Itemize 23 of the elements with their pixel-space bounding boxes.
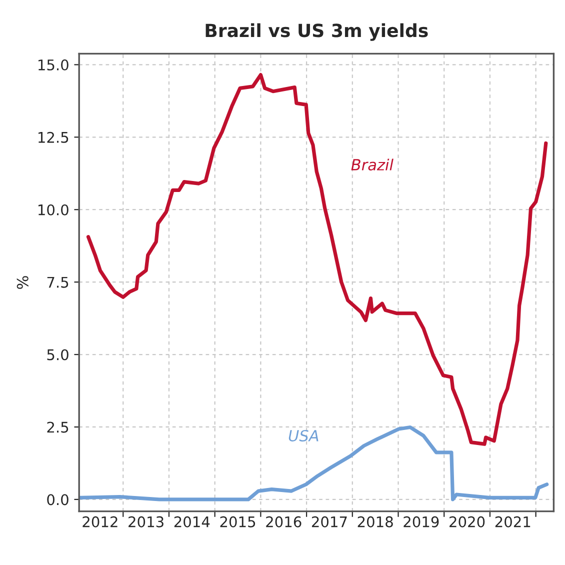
x-tick-label: 2013 <box>128 516 164 528</box>
y-tick-label: 0.0 <box>47 494 68 506</box>
y-tick-label: 7.5 <box>47 276 68 288</box>
x-tick-label: 2020 <box>450 516 485 528</box>
x-tick-label: 2021 <box>495 516 530 528</box>
x-tick-label: 2015 <box>220 516 256 528</box>
y-tick-label: 2.5 <box>47 422 68 433</box>
x-tick-label: 2016 <box>266 516 302 528</box>
y-tick-label: 12.5 <box>38 132 68 143</box>
y-tick-label: 5.0 <box>47 349 68 360</box>
x-tick-label: 2018 <box>358 516 393 528</box>
series-label: USA <box>288 430 318 442</box>
x-tick-label: 2012 <box>82 516 118 528</box>
line-series <box>86 73 548 446</box>
text: Brazil <box>351 158 394 171</box>
y-axis-title: % <box>16 276 28 289</box>
x-tick-label: 2017 <box>312 516 347 528</box>
y-tick-label: 10.0 <box>38 204 68 216</box>
x-tick-label: 2014 <box>174 516 210 528</box>
line-series <box>79 425 549 502</box>
chart-title: Brazil vs US 3m yields <box>206 23 428 41</box>
x-tick-label: 2019 <box>404 516 439 528</box>
y-tick-label: 15.0 <box>38 59 68 70</box>
